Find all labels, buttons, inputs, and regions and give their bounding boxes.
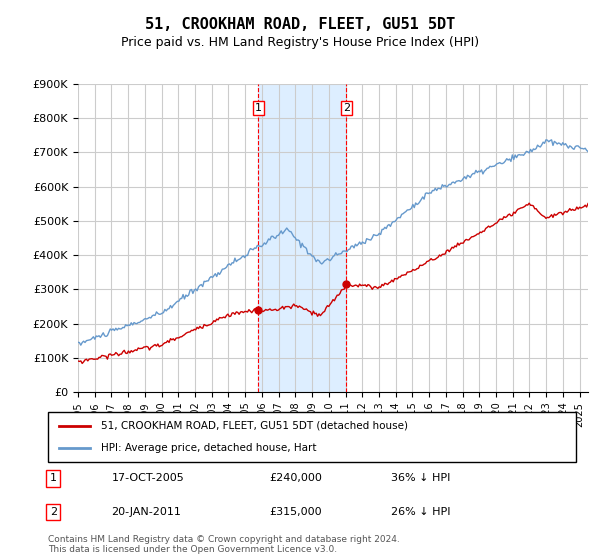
Text: £240,000: £240,000 (270, 473, 323, 483)
FancyBboxPatch shape (48, 412, 576, 462)
Text: 1: 1 (50, 473, 57, 483)
Text: 2: 2 (50, 507, 57, 517)
Text: 1: 1 (255, 103, 262, 113)
Text: 26% ↓ HPI: 26% ↓ HPI (391, 507, 451, 517)
Text: 20-JAN-2011: 20-JAN-2011 (112, 507, 181, 517)
Text: 51, CROOKHAM ROAD, FLEET, GU51 5DT: 51, CROOKHAM ROAD, FLEET, GU51 5DT (145, 17, 455, 32)
Text: 2: 2 (343, 103, 350, 113)
Text: 51, CROOKHAM ROAD, FLEET, GU51 5DT (detached house): 51, CROOKHAM ROAD, FLEET, GU51 5DT (deta… (101, 421, 408, 431)
Text: 36% ↓ HPI: 36% ↓ HPI (391, 473, 451, 483)
Text: £315,000: £315,000 (270, 507, 322, 517)
Bar (259, 84, 346, 392)
Text: Contains HM Land Registry data © Crown copyright and database right 2024.
This d: Contains HM Land Registry data © Crown c… (48, 535, 400, 554)
Text: HPI: Average price, detached house, Hart: HPI: Average price, detached house, Hart (101, 443, 316, 453)
Text: 17-OCT-2005: 17-OCT-2005 (112, 473, 184, 483)
Text: Price paid vs. HM Land Registry's House Price Index (HPI): Price paid vs. HM Land Registry's House … (121, 36, 479, 49)
